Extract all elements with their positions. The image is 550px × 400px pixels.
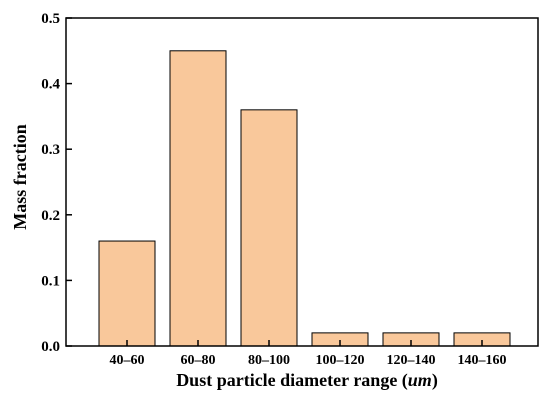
- y-tick-label: 0.4: [41, 77, 60, 93]
- x-tick-label: 80–100: [248, 353, 290, 368]
- x-axis-title-close: ): [432, 370, 438, 391]
- x-tick-label: 120–140: [387, 353, 436, 368]
- x-axis-title-main: Dust particle diameter range (: [176, 370, 408, 391]
- x-axis-title: Dust particle diameter range (um): [176, 370, 438, 391]
- bar-80–100: [240, 109, 298, 347]
- x-axis-title-unit: um: [408, 370, 432, 390]
- x-axis-ticks: 40–60 60–80 80–100 100–120 120–140 140–160: [110, 340, 507, 368]
- y-axis-ticks: 0.0 0.1 0.2 0.3 0.4 0.5: [41, 11, 72, 355]
- y-tick-label: 0.0: [41, 339, 60, 355]
- bars-group: [98, 50, 511, 347]
- x-tick-label: 40–60: [110, 353, 145, 368]
- y-axis-title: Mass fraction: [10, 124, 30, 229]
- y-tick-label: 0.2: [41, 208, 60, 224]
- y-tick-label: 0.1: [41, 273, 60, 289]
- y-tick-label: 0.3: [41, 142, 60, 158]
- bar-40–60: [98, 240, 156, 347]
- x-tick-label: 100–120: [316, 353, 365, 368]
- plot-frame: [65, 17, 539, 347]
- x-tick-label: 140–160: [458, 353, 507, 368]
- y-tick-label: 0.5: [41, 11, 60, 27]
- bar-60–80: [169, 50, 227, 347]
- x-tick-label: 60–80: [181, 353, 216, 368]
